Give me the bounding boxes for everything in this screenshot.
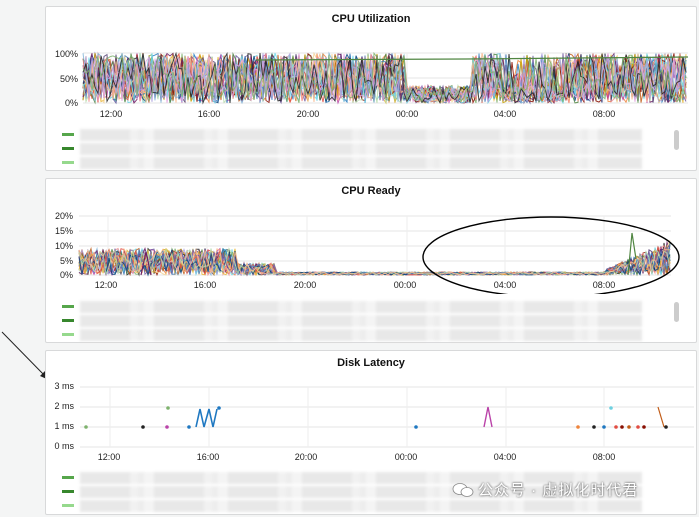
x-tick: 00:00	[394, 452, 418, 462]
legend-item[interactable]	[58, 485, 682, 499]
y-tick: 1 ms	[54, 421, 74, 431]
y-tick: 10%	[54, 241, 73, 251]
cpu-ready-panel: CPU Ready 20% 15% 10% 5% 0% 12:00 16:00 …	[45, 178, 697, 343]
legend-scrollbar[interactable]	[674, 130, 679, 150]
y-tick: 100%	[54, 49, 78, 59]
disk-latency-panel: Disk Latency 3 ms 2 ms 1 ms 0 ms 12:00 1…	[45, 350, 697, 515]
x-tick: 20:00	[296, 109, 320, 119]
y-tick: 2 ms	[54, 401, 74, 411]
y-tick: 20%	[54, 211, 73, 221]
panel-title: CPU Utilization	[331, 13, 411, 25]
y-tick: 50%	[59, 74, 78, 84]
x-tick: 04:00	[493, 452, 517, 462]
x-tick: 00:00	[395, 109, 419, 119]
cpu-utilization-panel: CPU Utilization 100% 50% 0% 12:00 16:00 …	[45, 6, 697, 171]
x-tick: 12:00	[97, 452, 121, 462]
disk-latency-chart	[80, 386, 694, 448]
y-tick: 0%	[59, 270, 73, 280]
x-tick: 20:00	[294, 452, 318, 462]
x-tick: 04:00	[493, 280, 517, 290]
x-tick: 16:00	[197, 109, 221, 119]
legend-scrollbar[interactable]	[674, 302, 679, 322]
legend-item[interactable]	[58, 499, 682, 513]
x-tick: 16:00	[193, 280, 217, 290]
panel-title: CPU Ready	[341, 185, 401, 197]
legend-item[interactable]	[58, 471, 682, 485]
x-tick: 20:00	[293, 280, 317, 290]
legend-item[interactable]	[58, 142, 682, 156]
x-tick: 16:00	[196, 452, 220, 462]
legend-item[interactable]	[58, 128, 682, 142]
cpu-ready-chart	[78, 215, 680, 294]
x-tick: 00:00	[393, 280, 417, 290]
panel-title: Disk Latency	[337, 357, 405, 369]
watermark-text: 公众号 · 虚拟化时代君	[478, 482, 639, 499]
y-tick: 15%	[54, 226, 73, 236]
wechat-icon	[452, 483, 474, 497]
x-tick: 08:00	[592, 280, 616, 290]
watermark: 公众号 · 虚拟化时代君	[452, 479, 638, 500]
y-tick: 5%	[59, 256, 73, 266]
cpu-utilization-chart	[82, 51, 689, 105]
x-tick: 08:00	[592, 452, 616, 462]
legend	[58, 128, 682, 170]
legend	[58, 300, 682, 342]
x-tick: 12:00	[99, 109, 123, 119]
x-tick: 12:00	[94, 280, 118, 290]
x-tick: 04:00	[493, 109, 517, 119]
y-tick: 0 ms	[54, 441, 74, 451]
x-tick: 08:00	[592, 109, 616, 119]
legend	[58, 471, 682, 513]
legend-item[interactable]	[58, 156, 682, 170]
y-tick: 0%	[64, 98, 78, 108]
y-tick: 3 ms	[54, 381, 74, 391]
legend-item[interactable]	[58, 300, 682, 314]
legend-item[interactable]	[58, 328, 682, 342]
legend-item[interactable]	[58, 314, 682, 328]
